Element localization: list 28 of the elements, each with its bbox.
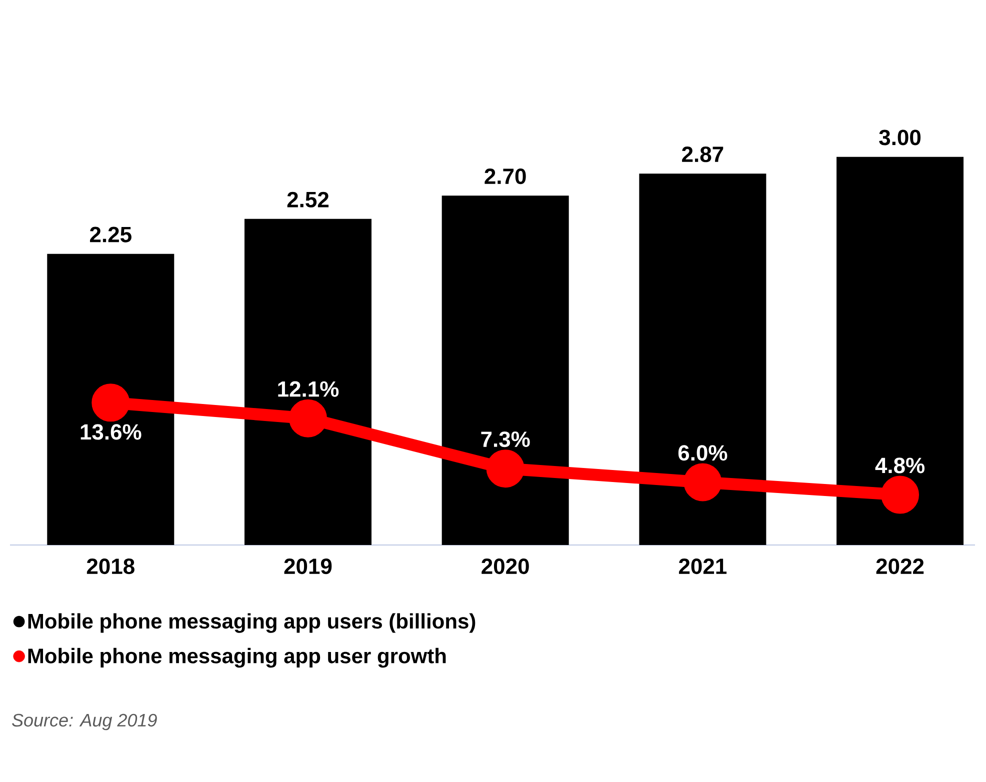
data-label: 6.0% <box>678 445 728 461</box>
point <box>486 450 524 488</box>
data-label: 12.1% <box>278 381 339 397</box>
data-label: 2.52 <box>287 192 329 208</box>
x-tick-label: 2018 <box>86 558 134 574</box>
data-label: 2.70 <box>484 168 526 184</box>
data-label: 4.8% <box>875 458 925 474</box>
x-tick-label: 2019 <box>284 558 332 574</box>
legend-label: Mobile phone messaging app users (billions) <box>28 613 476 633</box>
legend-label: Mobile phone messaging app user growth <box>28 648 446 668</box>
x-tick-label: 2022 <box>876 558 924 574</box>
data-label: 7.3% <box>481 431 530 448</box>
bar <box>244 218 372 545</box>
data-label: 2.87 <box>682 146 724 162</box>
point <box>684 463 722 502</box>
point <box>881 476 920 514</box>
point <box>92 384 130 422</box>
x-tick-label: 2021 <box>678 558 727 574</box>
bar <box>442 196 569 545</box>
data-label: 13.6% <box>80 424 142 440</box>
x-tick-label: 2020 <box>482 558 529 574</box>
data-label: 2.25 <box>90 226 132 242</box>
source-note: Source: Aug 2019 <box>12 714 157 730</box>
bar <box>639 174 766 545</box>
bar <box>836 156 964 545</box>
bar <box>47 254 174 545</box>
point <box>288 399 327 438</box>
data-label: 3.00 <box>879 130 921 146</box>
